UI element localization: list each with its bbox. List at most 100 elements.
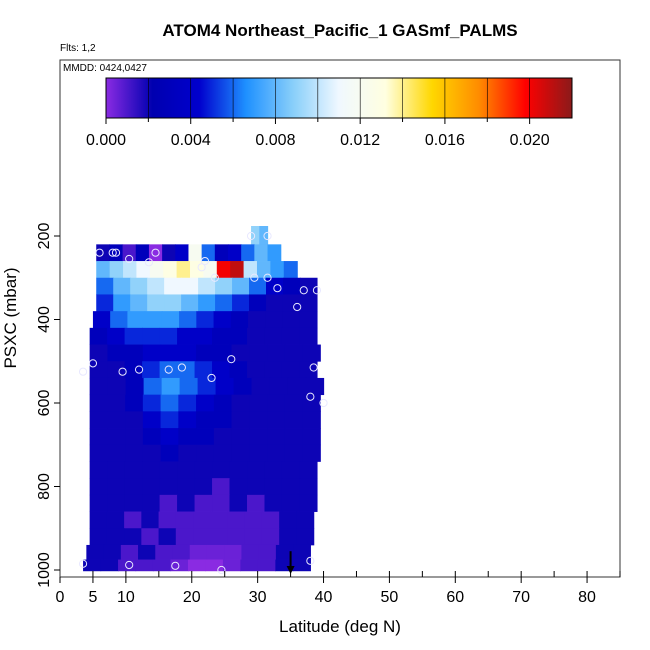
x-tick-label: 50	[381, 589, 399, 606]
colorbar-tick-label: 0.020	[510, 132, 550, 149]
heatmap-cell	[275, 559, 294, 572]
heatmap-cell	[299, 361, 318, 379]
colorbar: 0.000 0.004 0.008 0.012 0.016 0.020	[86, 77, 573, 149]
heatmap-cell	[231, 344, 250, 362]
sample-point	[88, 359, 98, 368]
heatmap-cell	[176, 261, 191, 279]
heatmap-cell	[283, 261, 298, 279]
heatmap-cell	[110, 311, 129, 329]
heatmap-cell	[302, 444, 321, 462]
heatmap-cell	[89, 461, 108, 479]
heatmap-cell	[282, 277, 301, 295]
heatmap-cell	[159, 461, 178, 479]
heatmap-cell	[124, 327, 143, 345]
sample-point	[207, 373, 216, 383]
heatmap-cell	[299, 478, 318, 496]
heatmap-cell	[142, 327, 161, 345]
heatmap-cell	[284, 428, 304, 446]
heatmap-cell	[125, 394, 144, 412]
heatmap-cell	[248, 311, 266, 329]
heatmap-cell	[177, 361, 196, 379]
heatmap-cell	[264, 361, 283, 379]
heatmap-cell	[92, 311, 111, 329]
heatmap-cell	[230, 261, 245, 279]
heatmap-cell	[106, 528, 125, 546]
heatmap-cell	[163, 261, 178, 279]
sample-point	[246, 231, 256, 241]
heatmap-cell	[267, 444, 286, 462]
heatmap-cell	[158, 528, 177, 546]
heatmap-cell	[241, 244, 255, 262]
heatmap-cell	[160, 394, 179, 412]
heatmap-cell	[215, 294, 233, 312]
heatmap-cell	[130, 294, 148, 312]
heatmap-cell	[178, 428, 197, 446]
heatmap-cell	[292, 559, 311, 572]
heatmap-cell	[240, 559, 259, 572]
heatmap-cell	[107, 444, 126, 462]
heatmap-cell	[302, 428, 321, 446]
heatmap-cell	[120, 544, 139, 560]
heatmap-cell	[152, 559, 172, 572]
heatmap-cell	[89, 444, 108, 462]
heatmap-cell	[244, 511, 263, 529]
heatmap-cell	[107, 428, 126, 446]
sample-points	[78, 231, 328, 575]
heatmap-cell	[124, 361, 143, 379]
heatmap-cell	[149, 261, 164, 279]
heatmap-cell	[284, 394, 304, 412]
heatmap-cell	[267, 344, 286, 362]
heatmap-cell	[196, 428, 215, 446]
sample-point	[177, 363, 186, 372]
heatmap-cell	[232, 277, 250, 295]
heatmap-cell	[267, 428, 286, 446]
heatmap-cell	[305, 377, 325, 396]
heatmap-cell	[267, 394, 286, 412]
heatmap-cell	[256, 261, 271, 279]
sample-point	[263, 231, 272, 241]
heatmap-cell	[160, 344, 179, 362]
heatmap-cell	[162, 244, 176, 262]
heatmap-cell	[232, 294, 250, 312]
y-tick-label: 400	[36, 306, 53, 333]
heatmap-cell	[299, 294, 318, 312]
heatmap-cell	[222, 559, 242, 572]
heatmap-cell	[127, 311, 146, 329]
sample-point	[210, 273, 219, 282]
heatmap-cell	[203, 261, 218, 279]
heatmap-cell	[270, 261, 285, 279]
heatmap-cell	[161, 377, 181, 396]
heatmap-cell	[124, 461, 143, 479]
x-tick-label: 30	[249, 589, 267, 606]
y-axis-label: PSXC (mbar)	[1, 267, 20, 368]
heatmap-cell	[124, 478, 143, 496]
heatmap-cell	[227, 528, 246, 546]
x-tick-label: 40	[315, 589, 333, 606]
sample-point	[197, 263, 206, 272]
heatmap-cell	[142, 494, 161, 512]
heatmap-cell	[96, 277, 114, 295]
heatmap-cell	[293, 544, 311, 560]
heatmap-cell	[231, 411, 250, 429]
heatmap-cell	[299, 461, 318, 479]
heatmap-cell	[213, 411, 233, 429]
heatmap-cell	[178, 344, 197, 362]
heatmap-cell	[143, 377, 163, 396]
heatmap-cell	[135, 244, 150, 262]
y-tick-label: 200	[36, 223, 53, 250]
heatmap-cell	[229, 461, 248, 479]
heatmap-cell	[147, 294, 165, 312]
heatmap-cell	[187, 559, 207, 572]
sample-point	[312, 286, 322, 295]
heatmap-cell	[210, 528, 229, 546]
heatmap-cell	[135, 559, 154, 572]
heatmap-cell	[196, 444, 215, 462]
heatmap-cell	[213, 394, 233, 412]
colorbar-tick-label: 0.000	[86, 132, 126, 149]
heatmap-cell	[147, 277, 165, 295]
heatmap-cell	[264, 494, 283, 512]
heatmap-cell	[279, 511, 298, 529]
heatmap-cell	[188, 244, 203, 262]
heatmap-cell	[194, 361, 213, 379]
heatmap-cell	[175, 244, 190, 262]
